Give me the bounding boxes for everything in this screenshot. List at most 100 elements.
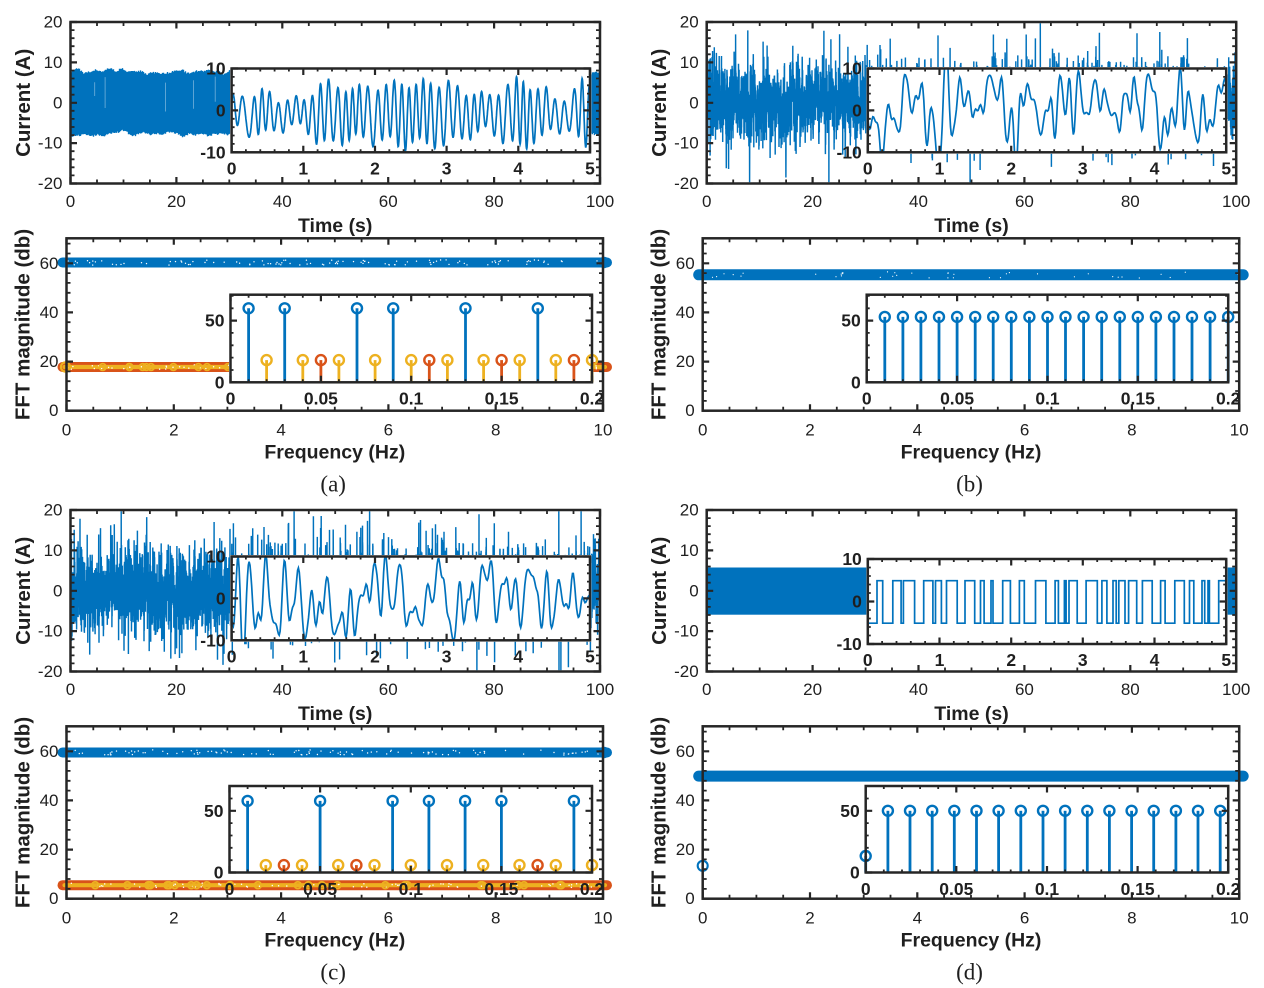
svg-text:0: 0: [851, 372, 861, 392]
svg-text:8: 8: [491, 421, 500, 440]
svg-text:-10: -10: [38, 134, 63, 153]
svg-text:0: 0: [53, 581, 62, 600]
svg-text:1: 1: [298, 158, 308, 178]
svg-text:2: 2: [805, 909, 814, 928]
svg-text:-10: -10: [200, 142, 226, 162]
svg-text:0.15: 0.15: [485, 389, 519, 409]
svg-text:50: 50: [205, 311, 225, 331]
svg-text:60: 60: [40, 742, 59, 761]
svg-text:0: 0: [689, 93, 698, 112]
svg-text:0.05: 0.05: [939, 879, 973, 899]
svg-text:FFT magnitude (db): FFT magnitude (db): [648, 717, 671, 908]
svg-text:FFT magnitude (db): FFT magnitude (db): [12, 717, 35, 908]
svg-text:10: 10: [206, 547, 226, 567]
svg-text:0: 0: [49, 889, 58, 908]
svg-text:6: 6: [1020, 421, 1029, 440]
svg-text:0.05: 0.05: [303, 879, 337, 899]
svg-text:80: 80: [1121, 680, 1140, 699]
svg-text:5: 5: [1221, 158, 1231, 178]
svg-text:8: 8: [1127, 421, 1136, 440]
svg-text:Time (s): Time (s): [298, 215, 372, 237]
svg-text:0: 0: [852, 100, 862, 120]
svg-text:0: 0: [862, 389, 872, 409]
svg-text:2: 2: [1006, 650, 1016, 670]
svg-text:0.1: 0.1: [1035, 389, 1060, 409]
svg-text:-10: -10: [674, 622, 699, 641]
svg-text:8: 8: [491, 909, 500, 928]
svg-text:Frequency (Hz): Frequency (Hz): [264, 441, 405, 463]
svg-text:0: 0: [66, 680, 75, 699]
svg-text:20: 20: [44, 13, 63, 32]
svg-text:0: 0: [216, 588, 226, 608]
svg-text:-20: -20: [674, 174, 699, 193]
svg-text:10: 10: [594, 909, 613, 928]
svg-text:0.2: 0.2: [580, 879, 605, 899]
svg-text:40: 40: [273, 192, 292, 211]
svg-text:0: 0: [227, 158, 237, 178]
svg-text:-20: -20: [38, 174, 63, 193]
svg-text:0: 0: [702, 680, 711, 699]
svg-text:40: 40: [909, 680, 928, 699]
svg-text:5: 5: [585, 646, 595, 666]
svg-text:6: 6: [384, 421, 393, 440]
svg-text:0: 0: [62, 421, 71, 440]
svg-text:0: 0: [685, 401, 694, 420]
svg-text:10: 10: [1230, 421, 1249, 440]
svg-text:5: 5: [1221, 650, 1231, 670]
svg-text:60: 60: [40, 254, 59, 273]
svg-text:FFT magnitude (db): FFT magnitude (db): [12, 229, 35, 420]
svg-text:0: 0: [850, 863, 860, 883]
svg-text:100: 100: [586, 192, 614, 211]
svg-text:4: 4: [913, 909, 922, 928]
svg-text:20: 20: [676, 352, 695, 371]
svg-text:10: 10: [842, 549, 862, 569]
svg-text:(a): (a): [320, 472, 346, 497]
svg-text:4: 4: [1150, 650, 1160, 670]
svg-text:10: 10: [680, 541, 699, 560]
svg-text:50: 50: [841, 311, 861, 331]
svg-text:0.15: 0.15: [1121, 389, 1155, 409]
svg-text:0: 0: [861, 879, 871, 899]
svg-text:100: 100: [586, 680, 614, 699]
svg-text:10: 10: [44, 53, 63, 72]
svg-text:Frequency (Hz): Frequency (Hz): [901, 441, 1042, 463]
svg-text:10: 10: [680, 53, 699, 72]
svg-text:0: 0: [863, 650, 873, 670]
svg-text:60: 60: [676, 254, 695, 273]
svg-text:2: 2: [169, 909, 178, 928]
svg-text:1: 1: [935, 158, 945, 178]
svg-text:0: 0: [215, 372, 225, 392]
svg-text:20: 20: [167, 680, 186, 699]
svg-text:4: 4: [913, 421, 922, 440]
svg-text:Current (A): Current (A): [648, 537, 671, 645]
svg-text:-10: -10: [674, 134, 699, 153]
svg-text:Time (s): Time (s): [934, 703, 1008, 725]
svg-text:10: 10: [1230, 909, 1249, 928]
svg-text:0.05: 0.05: [940, 389, 974, 409]
svg-text:-20: -20: [38, 662, 63, 681]
svg-text:0.2: 0.2: [1216, 389, 1241, 409]
svg-text:0: 0: [226, 389, 236, 409]
svg-text:2: 2: [1006, 158, 1016, 178]
svg-text:0.15: 0.15: [1121, 879, 1155, 899]
svg-text:3: 3: [442, 646, 452, 666]
svg-text:20: 20: [680, 501, 699, 520]
svg-text:2: 2: [169, 421, 178, 440]
svg-text:4: 4: [513, 158, 523, 178]
svg-text:40: 40: [273, 680, 292, 699]
svg-text:0: 0: [53, 93, 62, 112]
svg-text:0.1: 0.1: [1035, 879, 1060, 899]
svg-text:6: 6: [384, 909, 393, 928]
svg-text:1: 1: [935, 650, 945, 670]
svg-text:40: 40: [40, 303, 59, 322]
svg-text:2: 2: [805, 421, 814, 440]
svg-text:20: 20: [676, 840, 695, 859]
svg-text:-10: -10: [38, 622, 63, 641]
svg-text:Time (s): Time (s): [934, 215, 1008, 237]
svg-text:10: 10: [594, 421, 613, 440]
svg-text:20: 20: [167, 192, 186, 211]
svg-text:0.1: 0.1: [399, 879, 424, 899]
svg-text:20: 20: [803, 192, 822, 211]
svg-text:0.2: 0.2: [580, 389, 605, 409]
svg-text:60: 60: [1015, 680, 1034, 699]
